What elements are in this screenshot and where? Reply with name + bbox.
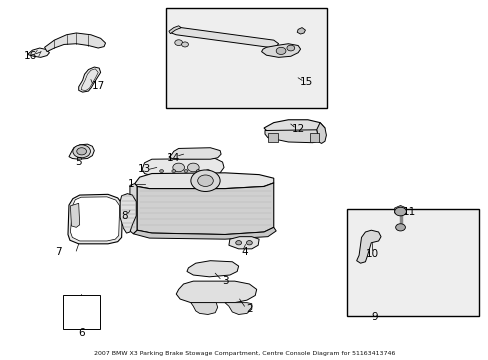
Text: 9: 9 xyxy=(371,312,378,322)
Polygon shape xyxy=(137,183,273,234)
Polygon shape xyxy=(261,44,300,57)
Polygon shape xyxy=(264,120,325,135)
Text: 8: 8 xyxy=(122,211,128,221)
Circle shape xyxy=(246,240,252,245)
Text: 15: 15 xyxy=(300,77,313,87)
Circle shape xyxy=(395,224,405,231)
Text: 3: 3 xyxy=(221,276,228,286)
Circle shape xyxy=(77,148,86,155)
Circle shape xyxy=(73,145,90,158)
Circle shape xyxy=(286,45,294,51)
Text: 17: 17 xyxy=(91,81,104,91)
Polygon shape xyxy=(394,206,406,216)
Circle shape xyxy=(276,47,285,54)
Polygon shape xyxy=(70,197,120,241)
Circle shape xyxy=(394,207,406,216)
Circle shape xyxy=(159,170,163,172)
Polygon shape xyxy=(316,123,326,143)
Text: 7: 7 xyxy=(55,247,61,257)
Polygon shape xyxy=(176,281,256,303)
Polygon shape xyxy=(264,130,317,143)
Polygon shape xyxy=(171,28,278,47)
Polygon shape xyxy=(224,303,251,315)
Text: 16: 16 xyxy=(23,50,37,60)
Polygon shape xyxy=(120,194,136,233)
Polygon shape xyxy=(190,303,217,315)
Polygon shape xyxy=(168,148,221,159)
Bar xyxy=(310,133,319,142)
Polygon shape xyxy=(130,184,137,234)
Bar xyxy=(166,8,327,108)
Circle shape xyxy=(183,170,187,172)
Polygon shape xyxy=(297,28,305,34)
Polygon shape xyxy=(70,203,80,227)
Text: 10: 10 xyxy=(365,248,378,258)
Text: 4: 4 xyxy=(241,247,247,257)
Text: 2007 BMW X3 Parking Brake Stowage Compartment, Centre Console Diagram for 511634: 2007 BMW X3 Parking Brake Stowage Compar… xyxy=(94,351,394,356)
Circle shape xyxy=(171,170,175,172)
Bar xyxy=(267,133,277,142)
Text: 12: 12 xyxy=(291,124,304,134)
Circle shape xyxy=(174,40,182,45)
Circle shape xyxy=(181,42,188,47)
Polygon shape xyxy=(69,144,94,159)
Text: 5: 5 xyxy=(75,157,82,167)
Circle shape xyxy=(172,163,184,172)
Bar xyxy=(63,295,100,329)
Text: 6: 6 xyxy=(78,328,84,338)
Text: 14: 14 xyxy=(167,153,180,163)
Polygon shape xyxy=(27,48,49,57)
Circle shape xyxy=(235,240,241,245)
Text: 1: 1 xyxy=(128,179,134,189)
Polygon shape xyxy=(79,67,101,92)
Text: 2: 2 xyxy=(245,304,252,314)
Polygon shape xyxy=(68,194,122,244)
Polygon shape xyxy=(44,33,105,51)
Circle shape xyxy=(205,170,209,172)
Polygon shape xyxy=(168,26,181,34)
Polygon shape xyxy=(142,158,224,176)
Polygon shape xyxy=(356,230,380,263)
Circle shape xyxy=(196,170,200,172)
Polygon shape xyxy=(186,261,238,277)
Polygon shape xyxy=(228,237,259,249)
Polygon shape xyxy=(135,173,273,189)
Circle shape xyxy=(187,163,199,172)
Bar xyxy=(346,209,478,316)
Text: 13: 13 xyxy=(138,164,151,174)
Polygon shape xyxy=(133,227,276,239)
Circle shape xyxy=(197,175,213,186)
Text: 11: 11 xyxy=(402,207,415,217)
Circle shape xyxy=(190,170,220,192)
